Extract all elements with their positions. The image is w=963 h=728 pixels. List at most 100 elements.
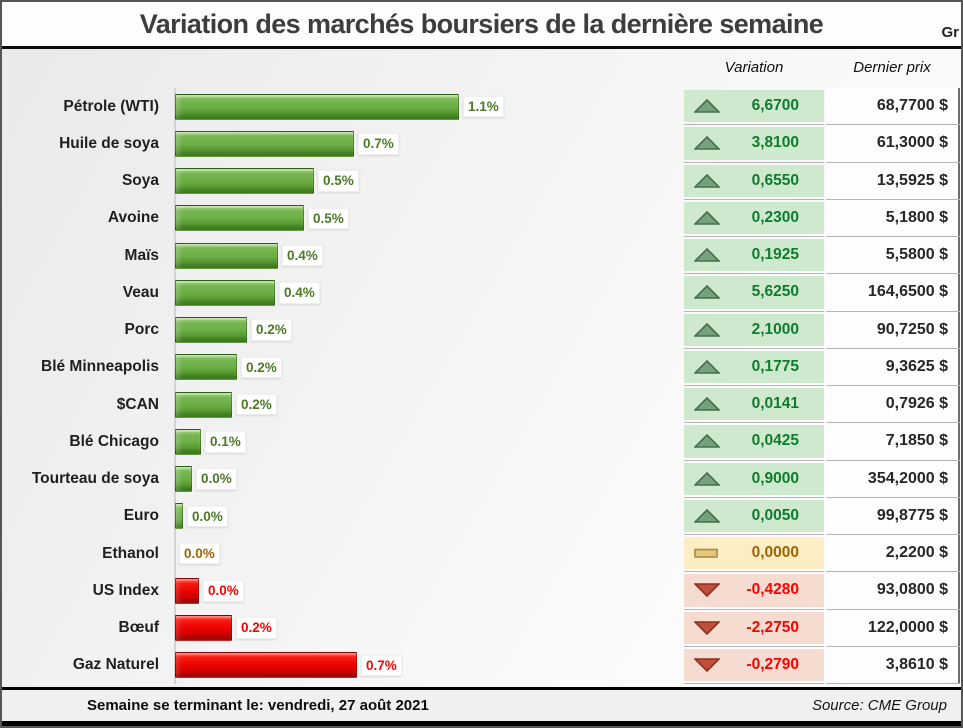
bar-zone: 1.1% (167, 88, 684, 125)
price-cell: 5,5800 $ (826, 237, 960, 275)
axis-line (174, 88, 176, 684)
price-cell: 5,1800 $ (826, 199, 960, 237)
bar-zone: 0.0% (167, 535, 684, 572)
market-label: Ethanol (102, 544, 159, 562)
market-label: Pétrole (WTI) (63, 97, 159, 115)
variation-value: 0,0141 (751, 395, 799, 413)
percent-label: 0.0% (203, 580, 244, 602)
chart-table: Pétrole (WTI) 1.1% 6,6700 68,7700 $ (2, 88, 961, 684)
variation-value: 0,1775 (751, 357, 799, 375)
price-cell: 93,0800 $ (826, 572, 960, 610)
percent-label: 1.1% (463, 95, 504, 118)
percent-label: 0.5% (318, 170, 359, 192)
footer-week-ending: Semaine se terminant le: vendredi, 27 ao… (87, 697, 429, 714)
market-label: Bœuf (118, 619, 159, 637)
percent-label: 0.0% (196, 468, 237, 490)
up-triangle-icon (694, 248, 720, 262)
market-label: Gaz Naturel (72, 656, 159, 674)
percent-label: 0.2% (236, 393, 277, 416)
price-value: 164,6500 $ (867, 283, 948, 301)
market-row: Ethanol 0.0% 0,0000 2,2200 $ (2, 535, 961, 573)
percent-label: 0.7% (361, 654, 402, 677)
variation-bar (175, 205, 304, 232)
percent-label: 0.5% (308, 207, 349, 230)
market-row: Pétrole (WTI) 1.1% 6,6700 68,7700 $ (2, 88, 961, 126)
flat-dash-icon (694, 546, 720, 560)
market-row: Blé Minneapolis 0.2% 0,1775 9,3625 $ (2, 348, 961, 386)
market-label: Soya (121, 172, 159, 190)
percent-label: 0.2% (241, 356, 282, 379)
variation-cell: 0,1775 (684, 349, 824, 386)
variation-cell: 0,0425 (684, 423, 824, 461)
variation-bar (175, 354, 237, 381)
up-triangle-icon (694, 359, 720, 374)
bar-zone: 0.2% (167, 610, 684, 647)
percent-label: 0.2% (236, 617, 277, 639)
market-label: Blé Chicago (69, 432, 159, 450)
market-row: Tourteau de soya 0.0% 0,9000 354,2000 (2, 460, 961, 498)
market-label: Maïs (124, 246, 159, 264)
market-row: Gaz Naturel 0.7% -0,2790 3,8610 $ (2, 646, 961, 684)
variation-cell: 0,9000 (684, 461, 824, 498)
bar-zone: 0.5% (167, 200, 684, 237)
up-triangle-icon (694, 99, 720, 113)
market-row: Avoine 0.5% 0,2300 5,1800 $ (2, 199, 961, 237)
variation-bar (175, 93, 459, 120)
column-header-dernier-prix: Dernier prix (853, 59, 931, 76)
bar-zone: 0.4% (167, 237, 684, 274)
percent-label: 0.0% (179, 542, 220, 565)
bar-zone: 0.0% (167, 498, 684, 535)
price-cell: 3,8610 $ (826, 646, 960, 684)
down-triangle-icon (694, 583, 720, 598)
price-cell: 9,3625 $ (826, 348, 960, 386)
bar-zone: 0.0% (167, 572, 684, 609)
variation-cell: 5,6250 (684, 274, 824, 312)
price-value: 93,0800 $ (876, 581, 948, 599)
percent-label: 0.4% (279, 282, 320, 304)
corner-watermark: Gr (941, 24, 959, 41)
variation-cell: -0,2790 (684, 647, 824, 684)
price-value: 0,7926 $ (885, 395, 948, 413)
market-label: Veau (122, 283, 159, 301)
price-cell: 122,0000 $ (826, 609, 960, 647)
variation-bar (175, 391, 232, 418)
market-label: Porc (124, 321, 159, 339)
variation-value: 0,0000 (751, 544, 799, 562)
market-label: Huile de soya (59, 134, 159, 152)
price-value: 2,2200 $ (885, 544, 948, 562)
variation-value: 0,0050 (751, 506, 799, 524)
up-triangle-icon (694, 471, 720, 486)
market-label: US Index (92, 581, 159, 599)
price-value: 122,0000 $ (867, 618, 948, 636)
variation-cell: 3,8100 (684, 125, 824, 163)
title-bar: Variation des marchés boursiers de la de… (2, 2, 961, 49)
variation-bar (175, 466, 192, 493)
market-row: $CAN 0.2% 0,0141 0,7926 $ (2, 386, 961, 424)
market-row: Soya 0.5% 0,6550 13,5925 $ (2, 162, 961, 200)
footer: Semaine se terminant le: vendredi, 27 ao… (2, 687, 961, 726)
market-row: Huile de soya 0.7% 3,8100 61,3000 $ (2, 125, 961, 163)
price-cell: 13,5925 $ (826, 162, 960, 200)
up-triangle-icon (694, 210, 720, 225)
variation-cell: 0,6550 (684, 163, 824, 200)
variation-value: 0,6550 (751, 171, 799, 189)
variation-bar (175, 615, 232, 642)
variation-cell: 6,6700 (684, 88, 824, 126)
bar-zone: 0.7% (167, 125, 684, 162)
variation-bar (175, 168, 314, 195)
variation-cell: 0,1925 (684, 237, 824, 275)
up-triangle-icon (694, 397, 720, 411)
variation-bar (175, 577, 199, 604)
variation-cell: 0,0050 (684, 498, 824, 535)
price-value: 90,7250 $ (876, 320, 948, 338)
percent-label: 0.0% (187, 505, 228, 528)
page-title: Variation des marchés boursiers de la de… (139, 9, 824, 39)
variation-bar (175, 503, 183, 530)
price-value: 13,5925 $ (876, 171, 948, 189)
variation-value: -2,2750 (746, 618, 799, 636)
bar-zone: 0.1% (167, 423, 684, 460)
up-triangle-icon (694, 434, 720, 449)
variation-bar (175, 242, 278, 269)
variation-bar (175, 428, 201, 455)
